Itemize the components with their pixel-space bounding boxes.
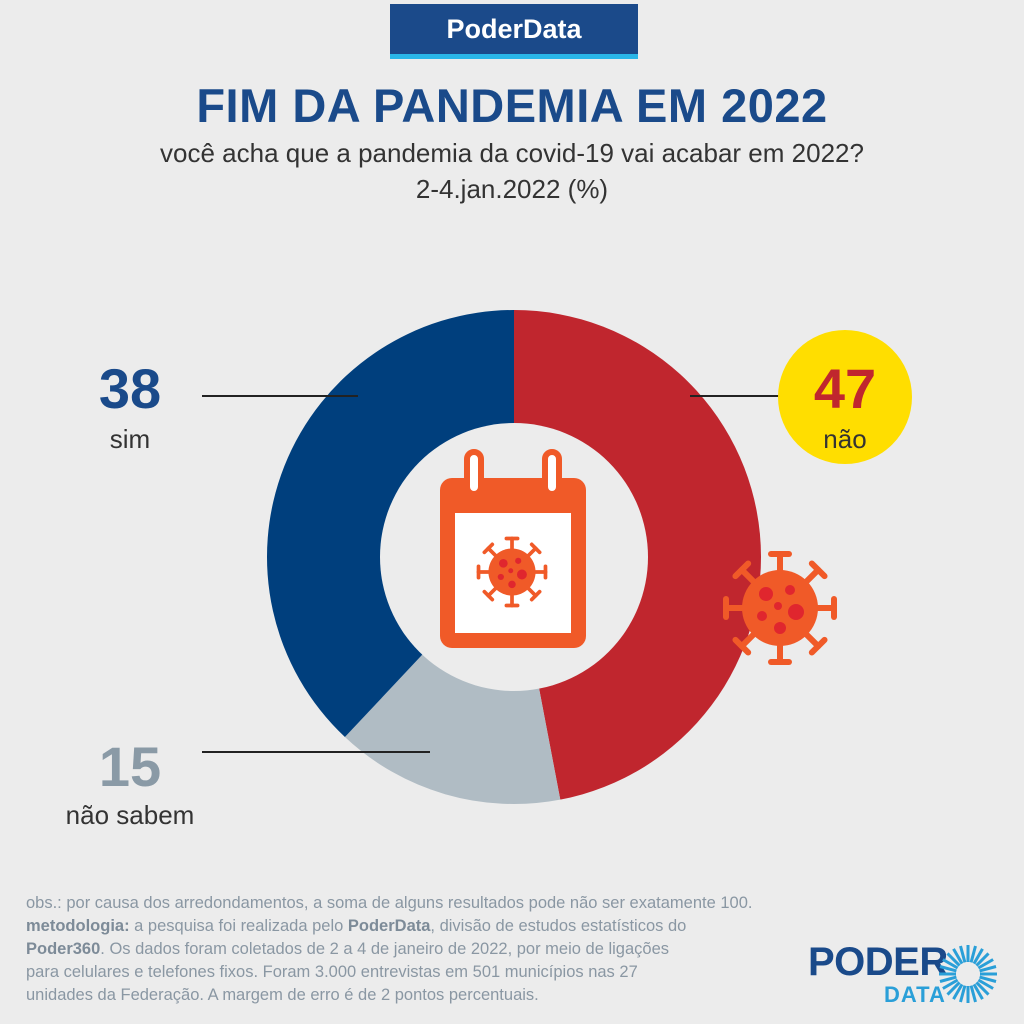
- metodologia-label: metodologia:: [26, 917, 130, 935]
- chart-title: FIM DA PANDEMIA EM 2022: [196, 79, 828, 132]
- highlight-circle: [778, 330, 912, 464]
- value-nao: 47: [813, 357, 877, 420]
- footer-line-4: para celulares e telefones fixos. Foram …: [26, 963, 638, 981]
- value-sim: 38: [98, 357, 162, 420]
- poder360-name: Poder360: [26, 940, 101, 958]
- footer-text: , divisão de estudos estatísticos do: [430, 917, 687, 935]
- footer-text: . Os dados foram coletados de 2 a 4 de j…: [100, 940, 669, 958]
- footer-notes: obs.: por causa dos arredondamentos, a s…: [26, 892, 876, 1007]
- label-nao: não: [823, 424, 867, 454]
- brand-tab: PoderData: [390, 4, 638, 59]
- footer-line-5: unidades da Federação. A margem de erro …: [26, 986, 539, 1004]
- calendar-virus-icon: [440, 449, 586, 648]
- footer-line-2: metodologia: a pesquisa foi realizada pe…: [26, 915, 876, 938]
- chart-date: 2-4.jan.2022 (%): [415, 174, 609, 204]
- footer-text: a pesquisa foi realizada pelo: [129, 917, 348, 935]
- sun-rays-icon: [939, 945, 997, 1003]
- label-nao-sabem: não sabem: [65, 800, 195, 830]
- value-nao-sabem: 15: [98, 735, 162, 798]
- label-sim: sim: [109, 424, 151, 454]
- virus-icon: [723, 551, 837, 665]
- footer-obs: obs.: por causa dos arredondamentos, a s…: [26, 894, 753, 912]
- poderdata-name: PoderData: [347, 917, 431, 935]
- brand-label: PoderData: [446, 13, 582, 44]
- poderdata-logo: PODER DATA: [808, 940, 1008, 1007]
- logo-word-poder: PODER: [808, 940, 948, 984]
- chart-subtitle: você acha que a pandemia da covid-19 vai…: [160, 138, 864, 168]
- logo-word-data: DATA: [884, 982, 946, 1007]
- footer-line-3: Poder360. Os dados foram coletados de 2 …: [26, 938, 876, 961]
